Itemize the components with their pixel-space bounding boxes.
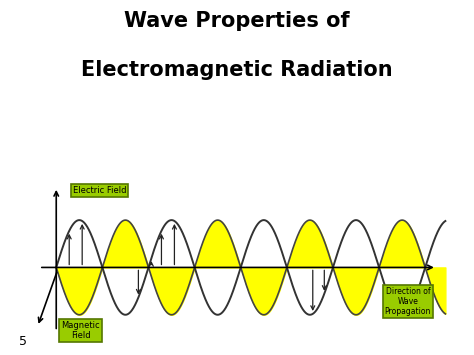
Text: Direction of
Wave
Propagation: Direction of Wave Propagation: [385, 286, 431, 316]
Text: Electric Field: Electric Field: [73, 186, 126, 195]
Text: Electromagnetic Radiation: Electromagnetic Radiation: [81, 60, 393, 80]
Text: 5: 5: [19, 335, 27, 348]
Text: Magnetic
Field: Magnetic Field: [62, 321, 100, 340]
Text: Wave Properties of: Wave Properties of: [124, 11, 350, 31]
